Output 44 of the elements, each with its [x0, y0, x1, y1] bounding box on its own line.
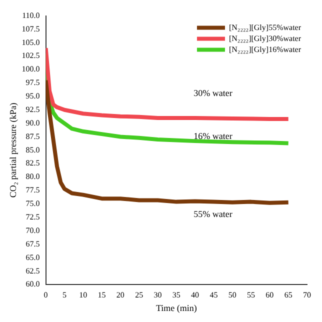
y-tick-label: 82.5 — [26, 158, 40, 168]
x-tick-label: 30 — [154, 290, 162, 300]
legend-label: [N₂₂₂₂][Gly]30%water — [228, 34, 302, 43]
y-tick-label: 107.5 — [22, 24, 40, 34]
x-tick-label: 40 — [191, 290, 200, 300]
x-axis-title: Time (min) — [156, 302, 197, 313]
y-tick-label: 105.0 — [22, 38, 40, 47]
x-tick-label: 50 — [228, 290, 236, 300]
x-tick-label: 20 — [116, 290, 124, 300]
y-tick-label: 90.0 — [26, 118, 40, 128]
y-tick-label: 85.0 — [26, 145, 40, 154]
x-tick-label: 10 — [79, 290, 88, 300]
y-tick-label: 87.5 — [26, 132, 40, 141]
y-tick-label: 72.5 — [26, 212, 40, 222]
y-tick-label: 100.0 — [22, 64, 40, 74]
y-tick-label: 70.0 — [26, 226, 40, 235]
y-tick-label: 65.0 — [26, 252, 40, 262]
y-tick-label: 97.5 — [26, 78, 40, 88]
y-tick-label: 102.5 — [22, 51, 40, 60]
y-tick-label: 92.5 — [26, 104, 40, 114]
y-tick-label: 95.0 — [26, 92, 40, 101]
y-tick-label: 75.0 — [26, 199, 40, 208]
annotation: 16% water — [194, 131, 232, 142]
x-tick-label: 70 — [303, 290, 311, 300]
y-axis-title: CO₂ partial pressure (kPa) — [8, 102, 18, 198]
x-tick-label: 60 — [266, 290, 274, 300]
y-tick-label: 110.0 — [22, 10, 40, 20]
x-tick-label: 25 — [135, 290, 144, 300]
legend-label: [N₂₂₂₂][Gly]16%water — [228, 44, 302, 54]
y-tick-label: 62.5 — [26, 266, 40, 276]
x-tick-label: 5 — [62, 290, 66, 300]
x-tick-label: 15 — [98, 290, 106, 300]
y-tick-label: 77.5 — [26, 186, 40, 195]
y-tick-label: 67.5 — [26, 239, 40, 248]
annotation: 30% water — [194, 88, 232, 98]
y-tick-label: 80.0 — [26, 172, 40, 182]
x-tick-label: 35 — [172, 290, 180, 300]
x-tick-label: 65 — [284, 290, 292, 300]
x-tick-label: 55 — [247, 290, 256, 300]
legend-label: [N₂₂₂₂][Gly]55%water — [228, 22, 302, 32]
annotation: 55% water — [194, 209, 232, 220]
x-tick-label: 0 — [44, 290, 48, 300]
x-tick-label: 45 — [210, 290, 218, 300]
y-tick-label: 60.0 — [26, 280, 40, 289]
